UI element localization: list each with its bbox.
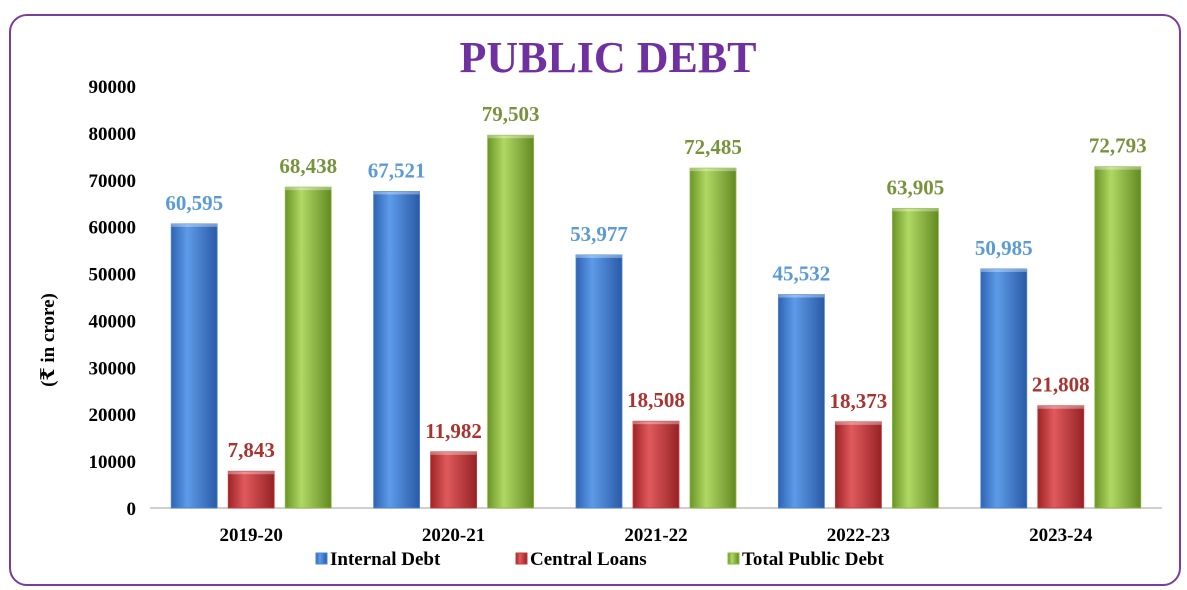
bar-total-public-debt-2023-24	[1094, 166, 1142, 509]
bar-cap	[835, 421, 882, 425]
y-tick-label: 10000	[89, 452, 137, 473]
y-tick-label: 60000	[89, 218, 137, 239]
category-label: 2020-21	[422, 525, 485, 546]
category-label: 2021-22	[624, 525, 687, 546]
legend-swatch-central-loans	[515, 552, 528, 565]
bars-group	[170, 134, 1142, 509]
bar-cap	[576, 254, 622, 258]
bar-cap	[171, 223, 218, 227]
bar-cap	[430, 451, 477, 455]
legend-swatch-total-public-debt	[727, 552, 740, 565]
legend-swatch-internal-debt	[315, 552, 328, 565]
bar-internal-debt-2019-20	[170, 223, 218, 509]
y-axis-title: (₹ in crore)	[38, 293, 59, 387]
data-label: 53,977	[570, 222, 628, 246]
bar-central-loans-2020-21	[430, 451, 478, 509]
category-label: 2023-24	[1029, 525, 1093, 546]
y-tick-label: 40000	[89, 311, 137, 332]
data-label: 45,532	[773, 262, 831, 286]
bar-internal-debt-2023-24	[980, 268, 1028, 509]
y-tick-label: 20000	[89, 405, 137, 426]
bar-cap	[633, 421, 679, 425]
data-label: 21,808	[1032, 373, 1090, 397]
bar-internal-debt-2022-23	[778, 294, 825, 509]
legend-label: Internal Debt	[330, 549, 441, 570]
bar-cap	[373, 191, 420, 195]
y-axis-ticks: 0 10000 20000 30000 40000 50000 60000 70000 8000…	[89, 77, 137, 520]
bar-cap	[1094, 166, 1141, 170]
y-tick-label: 70000	[89, 171, 137, 192]
bar-cap	[892, 208, 939, 212]
category-labels: 2019-20 2020-21 2021-22 2022-23 2023-24	[220, 525, 1093, 546]
legend: Internal Debt Central Loans Total Public D…	[315, 549, 884, 570]
data-label: 72,485	[684, 135, 742, 159]
bar-central-loans-2021-22	[632, 420, 680, 509]
legend-label: Total Public Debt	[742, 549, 884, 570]
bar-total-public-debt-2022-23	[892, 207, 939, 509]
data-label: 11,982	[425, 419, 482, 443]
data-label: 18,373	[830, 389, 888, 413]
bar-cap	[778, 294, 825, 298]
data-label: 60,595	[165, 191, 223, 215]
bar-central-loans-2023-24	[1037, 405, 1085, 509]
y-tick-label: 50000	[89, 265, 137, 286]
bar-cap	[690, 168, 736, 172]
category-label: 2019-20	[220, 525, 283, 546]
data-label: 68,438	[279, 154, 337, 178]
bar-cap	[1037, 405, 1084, 409]
bar-cap	[228, 471, 275, 475]
data-label: 18,508	[627, 388, 685, 412]
data-label: 50,985	[975, 236, 1033, 260]
data-label: 63,905	[887, 175, 945, 199]
bar-total-public-debt-2021-22	[689, 167, 737, 509]
bar-cap	[980, 268, 1027, 272]
legend-label: Central Loans	[530, 549, 647, 570]
chart-title: PUBLIC DEBT	[459, 33, 756, 82]
bar-central-loans-2019-20	[227, 470, 275, 509]
y-tick-label: 0	[127, 499, 137, 520]
bar-central-loans-2022-23	[835, 421, 882, 509]
bar-total-public-debt-2020-21	[487, 134, 535, 509]
bar-internal-debt-2021-22	[575, 254, 623, 509]
data-label: 72,793	[1089, 134, 1147, 158]
category-label: 2022-23	[827, 525, 890, 546]
bar-cap	[487, 135, 534, 139]
bar-internal-debt-2020-21	[373, 191, 421, 509]
data-label: 67,521	[368, 158, 426, 182]
data-labels-group: 60,595 7,843 68,438 67,521 11,982 79,503 53,97…	[165, 102, 1146, 462]
y-tick-label: 90000	[89, 77, 137, 98]
bar-cap	[285, 187, 332, 191]
data-label: 79,503	[482, 102, 540, 126]
bar-total-public-debt-2019-20	[284, 186, 332, 509]
y-tick-label: 30000	[89, 358, 137, 379]
data-label: 7,843	[228, 438, 275, 462]
y-tick-label: 80000	[89, 124, 137, 145]
chart-frame	[9, 14, 1181, 586]
